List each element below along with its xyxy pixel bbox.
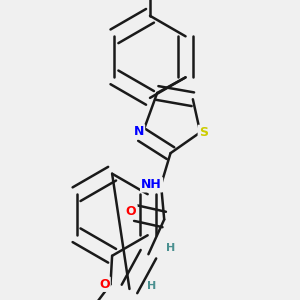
Text: N: N	[134, 125, 144, 138]
Text: H: H	[166, 243, 175, 253]
Text: O: O	[99, 278, 110, 291]
Text: NH: NH	[141, 178, 162, 191]
Text: H: H	[147, 281, 156, 291]
Text: S: S	[199, 126, 208, 139]
Text: O: O	[126, 205, 136, 218]
